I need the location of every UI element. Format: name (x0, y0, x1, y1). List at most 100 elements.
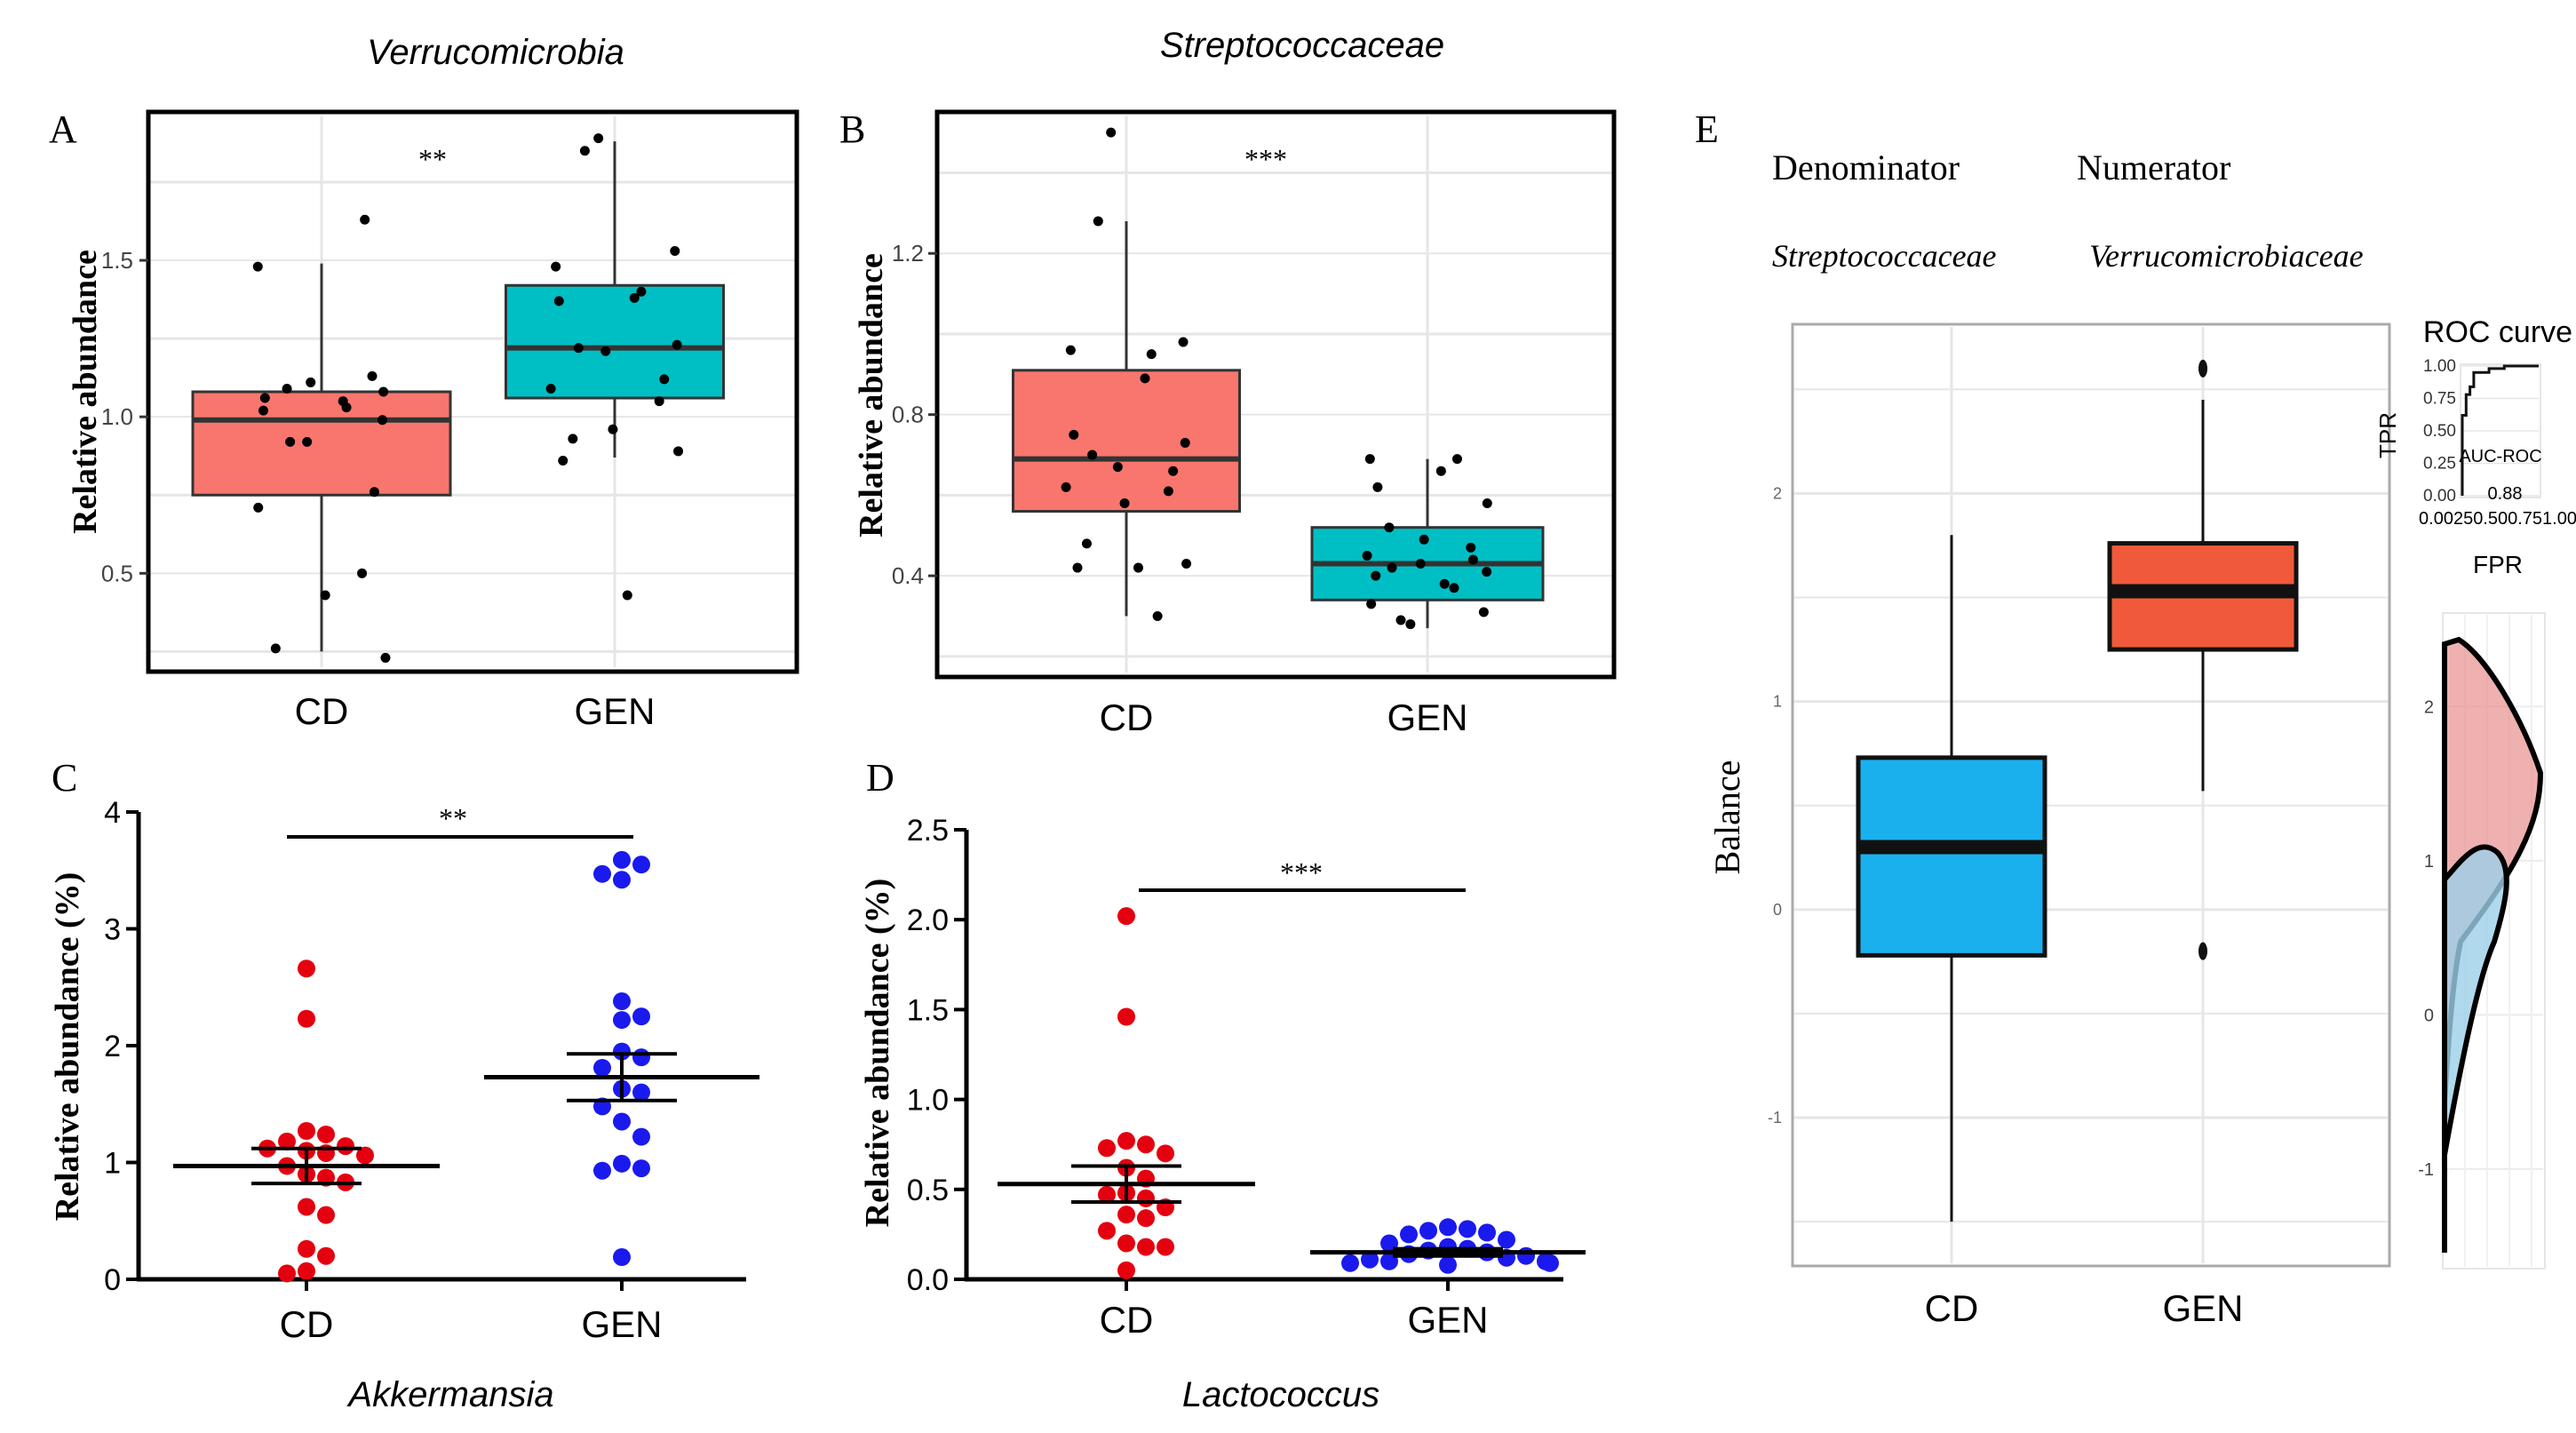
data-point (369, 487, 379, 498)
data-point (600, 346, 611, 356)
data-point (317, 1246, 335, 1265)
data-point (579, 146, 590, 156)
data-point (593, 864, 611, 883)
roc-auc-value: 0.88 (2488, 484, 2523, 504)
box-gen (505, 283, 725, 400)
panel-e-ylabel: Balance (1707, 760, 1747, 875)
density-ytick-label: 1 (2424, 852, 2434, 872)
y-tick-label: 1.5 (101, 247, 133, 274)
roc-gridlines (2462, 365, 2539, 497)
density-ytick-label: 0 (2424, 1006, 2434, 1025)
data-point (1117, 1206, 1135, 1224)
data-point (659, 374, 670, 385)
roc-ytick-label: 0.00 (2423, 487, 2456, 506)
data-point (298, 1198, 315, 1216)
panel-c-points (258, 850, 650, 1283)
data-point (1069, 429, 1079, 440)
data-point (636, 286, 647, 297)
data-point (608, 424, 618, 434)
y-tick-label: 0.4 (892, 562, 924, 589)
panel-d-means (998, 1164, 1586, 1258)
data-point (298, 1239, 315, 1258)
data-point (1119, 498, 1130, 508)
y-tick-label: 2 (1773, 484, 1782, 502)
panel-b: B Streptococcaceae Relative abundance 0.… (839, 26, 1617, 738)
data-point (1384, 522, 1395, 533)
data-point (285, 436, 296, 447)
data-point (298, 1262, 315, 1280)
panel-a-frame (146, 109, 799, 674)
data-point (1439, 1255, 1457, 1274)
roc-ytick-label: 0.25 (2423, 455, 2456, 474)
panel-a-letter: A (49, 107, 77, 151)
data-point (545, 383, 556, 394)
data-point (282, 383, 292, 394)
data-point (1449, 583, 1459, 593)
data-point (632, 1159, 650, 1178)
box-cd (191, 390, 452, 497)
panel-a-xlabel-gen: GEN (574, 690, 655, 732)
data-point (278, 1132, 296, 1150)
data-point (1152, 610, 1163, 621)
data-point (1366, 599, 1377, 609)
data-point (1435, 466, 1446, 476)
panel-b-ylabel: Relative abundance (853, 253, 890, 537)
data-point (337, 1137, 354, 1156)
panel-d-letter: D (866, 756, 894, 800)
data-point (613, 1112, 631, 1131)
data-point (629, 292, 640, 303)
data-point (613, 1011, 631, 1030)
panel-e-xlabel-cd: CD (1925, 1287, 1979, 1329)
data-point (1181, 559, 1192, 569)
data-point (377, 415, 387, 426)
data-point (632, 1007, 650, 1026)
panel-d-xlabel-gen: GEN (1407, 1299, 1488, 1341)
panel-e-header-denominator: Denominator (1772, 147, 1960, 187)
panel-e-xlabel-gen: GEN (2162, 1287, 2243, 1329)
data-point (278, 1264, 296, 1283)
data-point (593, 1161, 611, 1180)
data-point (1117, 907, 1135, 926)
panel-b-xlabel-gen: GEN (1387, 697, 1467, 738)
data-point (632, 1083, 650, 1102)
panel-b-frame (934, 109, 1617, 680)
y-tick-label: 2.0 (907, 904, 949, 937)
panel-a-significance: ** (418, 143, 447, 175)
y-tick-label: 1 (1773, 693, 1782, 711)
y-tick-label: 2.5 (907, 814, 949, 848)
data-point (1541, 1254, 1559, 1272)
data-point (1117, 1007, 1135, 1026)
y-tick-label: 3 (104, 913, 121, 947)
data-point (380, 652, 391, 663)
data-point (317, 1206, 335, 1224)
data-point (1400, 1225, 1418, 1244)
panel-c-xlabel-cd: CD (280, 1303, 334, 1345)
data-point (568, 434, 578, 444)
data-point (270, 643, 281, 654)
data-point (1387, 562, 1397, 573)
data-point (673, 446, 684, 457)
data-point (613, 992, 631, 1011)
data-point (1146, 349, 1157, 360)
panel-a: A Verrucomicrobia Relative abundance 0.5… (49, 33, 799, 732)
data-point (1137, 1189, 1155, 1207)
roc-xlabel: FPR (2473, 551, 2523, 578)
data-point (1098, 1222, 1116, 1240)
data-point (613, 1042, 631, 1061)
y-tick-label: 1.5 (907, 993, 949, 1027)
panel-e-outliers (2198, 359, 2207, 960)
y-tick-label: 0.0 (907, 1263, 949, 1297)
panel-d-title: Lactococcus (1182, 1375, 1379, 1414)
data-point (1106, 127, 1117, 138)
data-point (1517, 1246, 1535, 1265)
roc-auc-label: AUC-ROC (2459, 447, 2541, 466)
data-point (1093, 216, 1103, 227)
roc-ylabel: TPR (2374, 412, 2401, 458)
data-point (1415, 559, 1426, 569)
data-point (1439, 578, 1450, 589)
panel-d-ylabel: Relative abundance (%) (859, 879, 896, 1228)
data-point (1098, 1185, 1116, 1204)
roc-ytick-label: 0.50 (2423, 422, 2456, 441)
data-point (298, 1009, 315, 1028)
